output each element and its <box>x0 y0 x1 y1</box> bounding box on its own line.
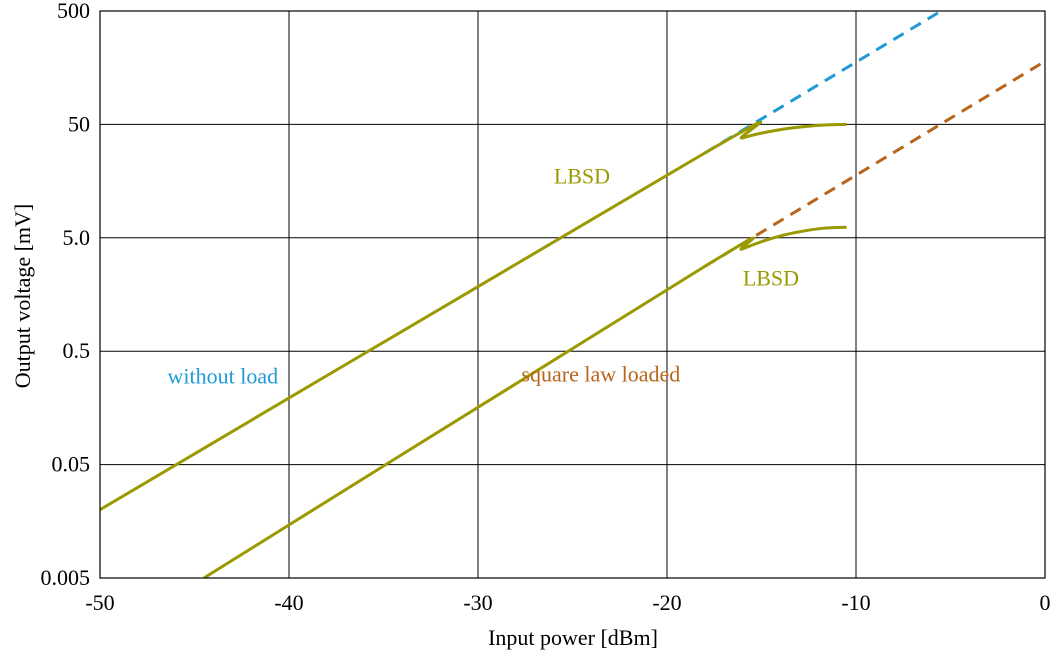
grid <box>99 10 1046 579</box>
annotation-square-law-loaded: square law loaded <box>521 362 680 387</box>
plot-frame <box>99 10 1046 579</box>
y-tick-label: 0.5 <box>63 338 91 363</box>
x-tick-label: 0 <box>1040 590 1051 615</box>
x-tick-label: -30 <box>463 590 492 615</box>
annotations: LBSD LBSD without load square law loaded <box>168 164 800 389</box>
x-tick-label: -10 <box>841 590 870 615</box>
y-tick-label: 50 <box>68 111 90 136</box>
y-tick-label: 0.005 <box>41 565 91 590</box>
x-tick-label: -40 <box>274 590 303 615</box>
y-tick-label: 5.0 <box>63 225 91 250</box>
y-axis-label: Output voltage [mV] <box>10 204 35 389</box>
tick-labels: -50 -40 -30 -20 -10 0 0.005 0.05 0.5 5.0 50 500 <box>41 0 1051 615</box>
annotation-lbsd: LBSD <box>743 265 799 290</box>
annotation-without-load: without load <box>168 363 279 388</box>
y-tick-label: 500 <box>57 0 90 23</box>
square-law-loaded-series-line <box>704 60 1045 268</box>
lbsd-series-line <box>203 225 847 578</box>
x-tick-label: -50 <box>85 590 114 615</box>
annotation-lbsd: LBSD <box>554 164 610 189</box>
x-axis-label: Input power [dBm] <box>488 625 658 650</box>
lbsd-series-line <box>100 120 847 511</box>
y-tick-label: 0.05 <box>52 452 91 477</box>
plot-series <box>100 11 1045 578</box>
x-tick-label: -20 <box>652 590 681 615</box>
